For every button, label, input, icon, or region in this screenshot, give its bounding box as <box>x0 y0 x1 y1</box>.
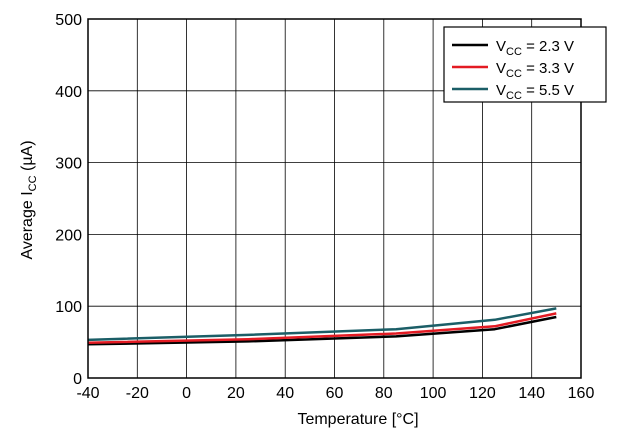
series-line-2 <box>87 312 557 345</box>
legend-label-2: VCC = 3.3 V <box>496 60 574 80</box>
x-tick-label: 40 <box>276 385 294 402</box>
y-tick-label: 100 <box>55 299 82 316</box>
series-line-3 <box>87 307 557 342</box>
y-tick-label: 300 <box>55 156 82 173</box>
legend-label-3: VCC = 5.5 V <box>496 82 574 102</box>
x-tick-label: 140 <box>518 385 545 402</box>
y-tick-label: 0 <box>73 371 82 388</box>
y-tick-label: 200 <box>55 227 82 244</box>
x-tick-label: 120 <box>469 385 496 402</box>
y-axis-title-sub: CC <box>27 175 39 191</box>
series-lines <box>87 307 557 346</box>
x-tick-label: 0 <box>182 385 191 402</box>
x-tick-labels: -40 -20 0 20 40 60 80 100 120 140 160 <box>76 385 594 402</box>
legend-label-1: VCC = 2.3 V <box>496 38 574 58</box>
y-axis-title: Average ICC (µA) <box>19 140 39 259</box>
x-tick-label: 80 <box>375 385 393 402</box>
x-tick-label: 60 <box>326 385 344 402</box>
y-tick-labels: 0 100 200 300 400 500 <box>55 12 82 388</box>
series-line-1 <box>87 315 557 346</box>
x-axis-title: Temperature [°C] <box>297 411 418 428</box>
x-tick-label: -40 <box>76 385 99 402</box>
x-tick-label: 100 <box>420 385 447 402</box>
y-tick-label: 500 <box>55 12 82 29</box>
x-tick-label: 20 <box>227 385 245 402</box>
y-tick-label: 400 <box>55 84 82 101</box>
plot-frame <box>87 18 582 379</box>
x-tick-label: -20 <box>126 385 149 402</box>
y-axis-title-suffix: (µA) <box>19 140 36 175</box>
x-tick-label: 160 <box>568 385 595 402</box>
y-axis-title-prefix: Average I <box>19 191 36 259</box>
